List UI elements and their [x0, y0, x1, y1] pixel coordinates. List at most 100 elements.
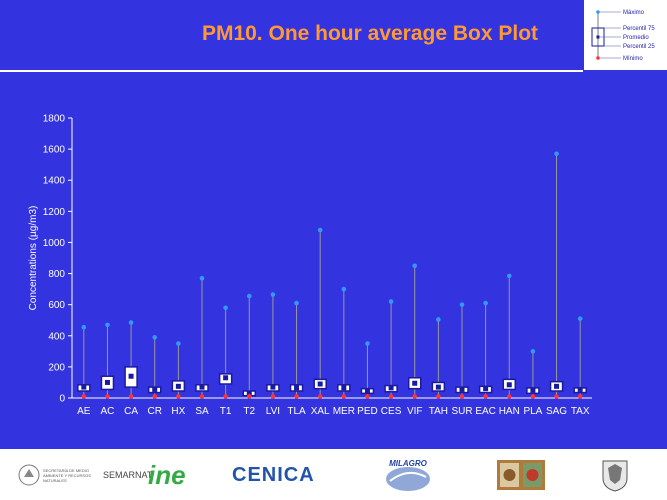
- min-point: [459, 394, 465, 399]
- x-tick-label: SUR: [451, 406, 472, 417]
- min-point: [223, 394, 228, 399]
- y-tick-label: 1200: [43, 207, 66, 218]
- y-tick-label: 800: [48, 269, 65, 280]
- legend-mean: Promedio: [623, 35, 649, 41]
- min-point: [483, 394, 488, 399]
- mean-marker: [506, 382, 512, 388]
- y-tick-label: 600: [48, 300, 65, 311]
- cenica-logo: CENICA: [232, 463, 315, 486]
- box-plot-chart: 0 200 400 600 800 1000 1200 1400 1600 1800 Concent…: [28, 114, 592, 417]
- max-point: [246, 293, 252, 299]
- min-point: [436, 394, 441, 399]
- mean-marker: [294, 385, 300, 391]
- semarnat-wordmark: SEMARNAT: [103, 470, 153, 480]
- x-tick-label: AE: [77, 406, 91, 417]
- mean-marker: [270, 384, 276, 390]
- mean-marker: [435, 384, 441, 390]
- min-point: [294, 394, 299, 399]
- max-point: [105, 322, 110, 328]
- y-tick-label: 0: [59, 394, 65, 405]
- max-point: [152, 335, 158, 340]
- legend-max: Máximo: [623, 10, 645, 16]
- milagro-logo: MILAGRO: [382, 459, 434, 491]
- y-tick-label: 1600: [43, 145, 66, 156]
- x-tick-label: CA: [124, 406, 138, 417]
- y-tick-label: 1400: [43, 176, 66, 187]
- min-point: [152, 394, 158, 399]
- x-tick-label: TLA: [287, 406, 306, 417]
- min-point: [199, 394, 205, 399]
- max-point: [270, 292, 276, 297]
- x-tick-label: AC: [101, 406, 115, 417]
- min-point: [128, 394, 134, 399]
- mean-marker: [364, 388, 370, 394]
- mean-marker: [483, 386, 489, 392]
- x-tick-label: MER: [333, 406, 355, 417]
- max-point: [294, 300, 299, 306]
- max-point: [223, 305, 228, 311]
- milagro-emblem-icon: MILAGRO: [386, 459, 430, 491]
- mean-marker: [577, 386, 583, 392]
- mean-marker: [104, 379, 110, 385]
- legend-min: Mínimo: [623, 56, 643, 62]
- mean-marker: [459, 386, 465, 392]
- min-point: [365, 394, 370, 399]
- x-tick-label: T1: [220, 406, 232, 417]
- mean-marker: [388, 385, 394, 391]
- x-tick-label: TAX: [571, 406, 590, 417]
- mean-marker: [554, 383, 560, 389]
- y-tick-label: 400: [48, 331, 65, 342]
- min-point: [530, 394, 536, 399]
- mean-marker: [128, 373, 134, 379]
- x-tick-label: LVI: [266, 406, 280, 417]
- mean-marker: [317, 381, 323, 387]
- min-point: [105, 394, 110, 399]
- institution-crest-logo: [496, 459, 546, 491]
- semarnat-subtitle: SECRETARÍA DE MEDIO AMBIENTE Y RECURSOS …: [43, 467, 91, 483]
- title-divider: [0, 70, 583, 72]
- y-tick-label: 200: [48, 362, 65, 373]
- mean-marker: [223, 375, 229, 381]
- x-tick-label: SA: [195, 406, 209, 417]
- x-tick-label: HX: [171, 406, 185, 417]
- mean-marker: [530, 387, 536, 393]
- x-tick-label: PED: [357, 406, 378, 417]
- x-tick-label: T2: [243, 406, 255, 417]
- max-point: [436, 317, 441, 322]
- min-point: [506, 394, 512, 399]
- max-point: [388, 299, 394, 304]
- max-point: [341, 286, 347, 292]
- mean-marker: [152, 386, 158, 392]
- x-tick-label: CES: [381, 406, 402, 417]
- milagro-wordmark: MILAGRO: [389, 459, 428, 468]
- max-point: [199, 275, 205, 281]
- max-point: [554, 151, 559, 157]
- unam-logo: [600, 459, 630, 492]
- min-point: [270, 394, 276, 399]
- legend-p75: Percentil 75: [623, 26, 655, 32]
- max-point: [81, 324, 87, 330]
- x-tick-label: EAC: [475, 406, 496, 417]
- max-point: [365, 341, 370, 346]
- page-title: PM10. One hour average Box Plot: [201, 22, 539, 45]
- max-point: [483, 300, 488, 306]
- min-point: [81, 394, 87, 399]
- x-tick-label: VIF: [407, 406, 423, 417]
- x-tick-label: SAG: [546, 406, 567, 417]
- slide-background: PM10. One hour average Box Plot Máximo P…: [0, 0, 667, 449]
- mean-marker: [246, 390, 252, 396]
- mean-marker: [341, 385, 347, 391]
- max-point: [317, 227, 323, 233]
- min-point: [246, 394, 252, 399]
- y-tick-label: 1800: [43, 114, 66, 125]
- y-axis-title: Concentrations (µg/m3): [28, 206, 39, 311]
- max-point: [128, 320, 134, 325]
- min-point: [577, 394, 583, 399]
- min-point: [341, 394, 347, 399]
- mean-marker: [199, 384, 205, 390]
- max-point: [577, 316, 583, 321]
- eagle-emblem-icon: [18, 464, 40, 486]
- max-point: [176, 341, 181, 346]
- min-point: [176, 394, 181, 399]
- mean-marker: [175, 383, 181, 389]
